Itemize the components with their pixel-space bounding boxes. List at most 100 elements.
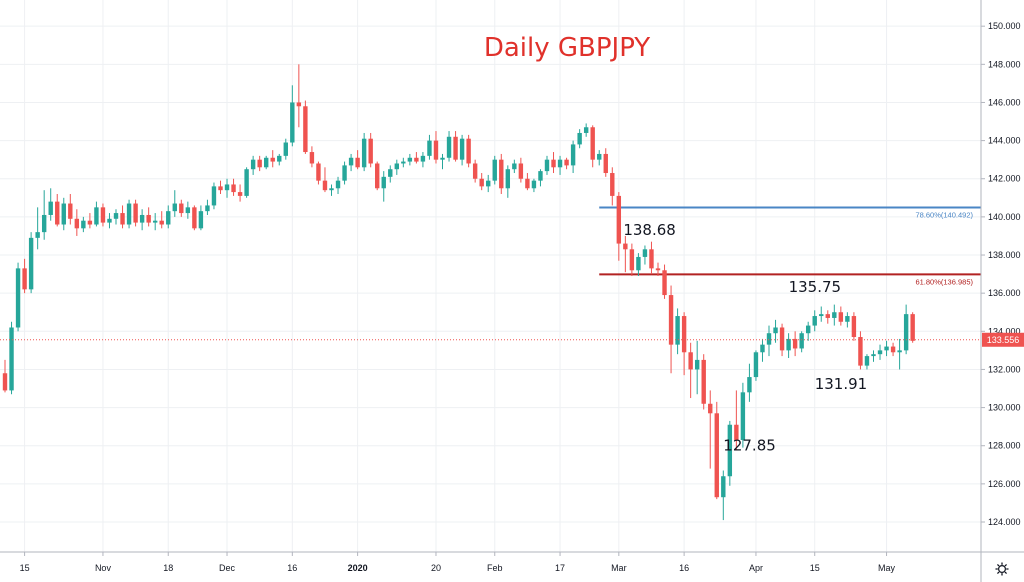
candle[interactable] bbox=[629, 243, 635, 276]
candle[interactable] bbox=[805, 321, 811, 341]
candle[interactable] bbox=[753, 350, 759, 381]
candle[interactable] bbox=[446, 131, 452, 162]
candle[interactable] bbox=[237, 184, 243, 202]
candle[interactable] bbox=[264, 155, 269, 170]
candle[interactable] bbox=[792, 331, 798, 357]
candle[interactable] bbox=[714, 401, 719, 500]
candle[interactable] bbox=[15, 262, 21, 332]
candle[interactable] bbox=[388, 165, 393, 183]
candle[interactable] bbox=[270, 150, 275, 168]
candle[interactable] bbox=[329, 184, 334, 196]
candle[interactable] bbox=[113, 209, 119, 225]
candle[interactable] bbox=[146, 207, 151, 227]
candle[interactable] bbox=[342, 161, 347, 185]
candle[interactable] bbox=[597, 150, 602, 166]
candle[interactable] bbox=[740, 382, 746, 448]
candle[interactable] bbox=[322, 167, 328, 193]
fib-levels[interactable]: 78.60%(140.492) 61.80%(136.985) bbox=[599, 206, 981, 286]
candle[interactable] bbox=[877, 344, 883, 360]
candle[interactable] bbox=[28, 232, 34, 294]
candle[interactable] bbox=[381, 171, 386, 202]
candle[interactable] bbox=[734, 390, 739, 450]
candle[interactable] bbox=[851, 312, 857, 341]
candle[interactable] bbox=[544, 155, 550, 175]
candle[interactable] bbox=[231, 178, 236, 196]
candle[interactable] bbox=[368, 132, 373, 168]
candle[interactable] bbox=[211, 182, 217, 210]
candle[interactable] bbox=[538, 169, 543, 187]
candle[interactable] bbox=[747, 363, 752, 402]
candle[interactable] bbox=[355, 150, 360, 170]
candle[interactable] bbox=[760, 338, 765, 362]
candle[interactable] bbox=[662, 264, 667, 299]
candle[interactable] bbox=[681, 312, 687, 376]
gear-icon[interactable] bbox=[995, 562, 1009, 576]
candle[interactable] bbox=[48, 188, 53, 221]
candle[interactable] bbox=[375, 161, 380, 191]
candle[interactable] bbox=[649, 241, 654, 275]
candle[interactable] bbox=[309, 146, 315, 168]
candle[interactable] bbox=[512, 159, 517, 174]
candle[interactable] bbox=[414, 152, 419, 164]
candle[interactable] bbox=[773, 319, 778, 343]
candle[interactable] bbox=[819, 306, 824, 322]
candle[interactable] bbox=[864, 354, 870, 370]
candle[interactable] bbox=[61, 197, 66, 231]
candle[interactable] bbox=[845, 312, 850, 328]
candle[interactable] bbox=[479, 173, 484, 191]
candle[interactable] bbox=[453, 131, 458, 162]
candle[interactable] bbox=[786, 333, 791, 358]
candle[interactable] bbox=[799, 331, 804, 353]
candle[interactable] bbox=[420, 152, 426, 168]
candle[interactable] bbox=[427, 134, 432, 160]
candle[interactable] bbox=[277, 153, 282, 166]
candle[interactable] bbox=[590, 125, 595, 168]
candle[interactable] bbox=[708, 390, 713, 469]
candle[interactable] bbox=[9, 321, 14, 395]
candle[interactable] bbox=[401, 157, 406, 168]
candle[interactable] bbox=[890, 342, 896, 357]
candle[interactable] bbox=[139, 209, 145, 231]
y-axis-ticks[interactable]: 124.000 126.000 128.000 130.000 132.000 134.0… bbox=[981, 21, 1021, 527]
candle[interactable] bbox=[701, 354, 706, 410]
candle[interactable] bbox=[610, 167, 615, 206]
candle[interactable] bbox=[903, 304, 909, 355]
candle[interactable] bbox=[675, 308, 680, 355]
candle[interactable] bbox=[218, 180, 223, 194]
candle[interactable] bbox=[283, 138, 288, 160]
candle[interactable] bbox=[531, 178, 537, 193]
candle[interactable] bbox=[348, 153, 354, 172]
candle[interactable] bbox=[766, 325, 772, 357]
candle[interactable] bbox=[472, 159, 478, 183]
candle[interactable] bbox=[179, 199, 184, 217]
candle[interactable] bbox=[133, 199, 138, 227]
candle[interactable] bbox=[361, 132, 367, 172]
candle[interactable] bbox=[440, 153, 445, 170]
candle[interactable] bbox=[192, 205, 197, 231]
candle[interactable] bbox=[2, 359, 8, 393]
candle[interactable] bbox=[68, 193, 73, 225]
candle[interactable] bbox=[87, 213, 93, 229]
candle[interactable] bbox=[499, 153, 504, 194]
candle[interactable] bbox=[812, 310, 817, 332]
candles[interactable] bbox=[2, 64, 915, 521]
candle[interactable] bbox=[172, 190, 177, 217]
candle[interactable] bbox=[727, 420, 733, 486]
candle[interactable] bbox=[159, 211, 164, 229]
candle[interactable] bbox=[407, 153, 413, 166]
candle[interactable] bbox=[832, 304, 837, 326]
candle[interactable] bbox=[505, 165, 511, 198]
candle[interactable] bbox=[910, 312, 915, 343]
candle[interactable] bbox=[244, 167, 249, 198]
candle[interactable] bbox=[224, 178, 230, 198]
candle[interactable] bbox=[525, 173, 530, 191]
candle[interactable] bbox=[858, 331, 863, 370]
candle[interactable] bbox=[564, 157, 569, 170]
candle[interactable] bbox=[74, 209, 80, 236]
candle[interactable] bbox=[100, 203, 106, 227]
candle[interactable] bbox=[838, 306, 844, 326]
candle[interactable] bbox=[94, 201, 99, 227]
candle[interactable] bbox=[884, 340, 889, 357]
candle[interactable] bbox=[303, 100, 308, 154]
candle[interactable] bbox=[41, 190, 47, 240]
